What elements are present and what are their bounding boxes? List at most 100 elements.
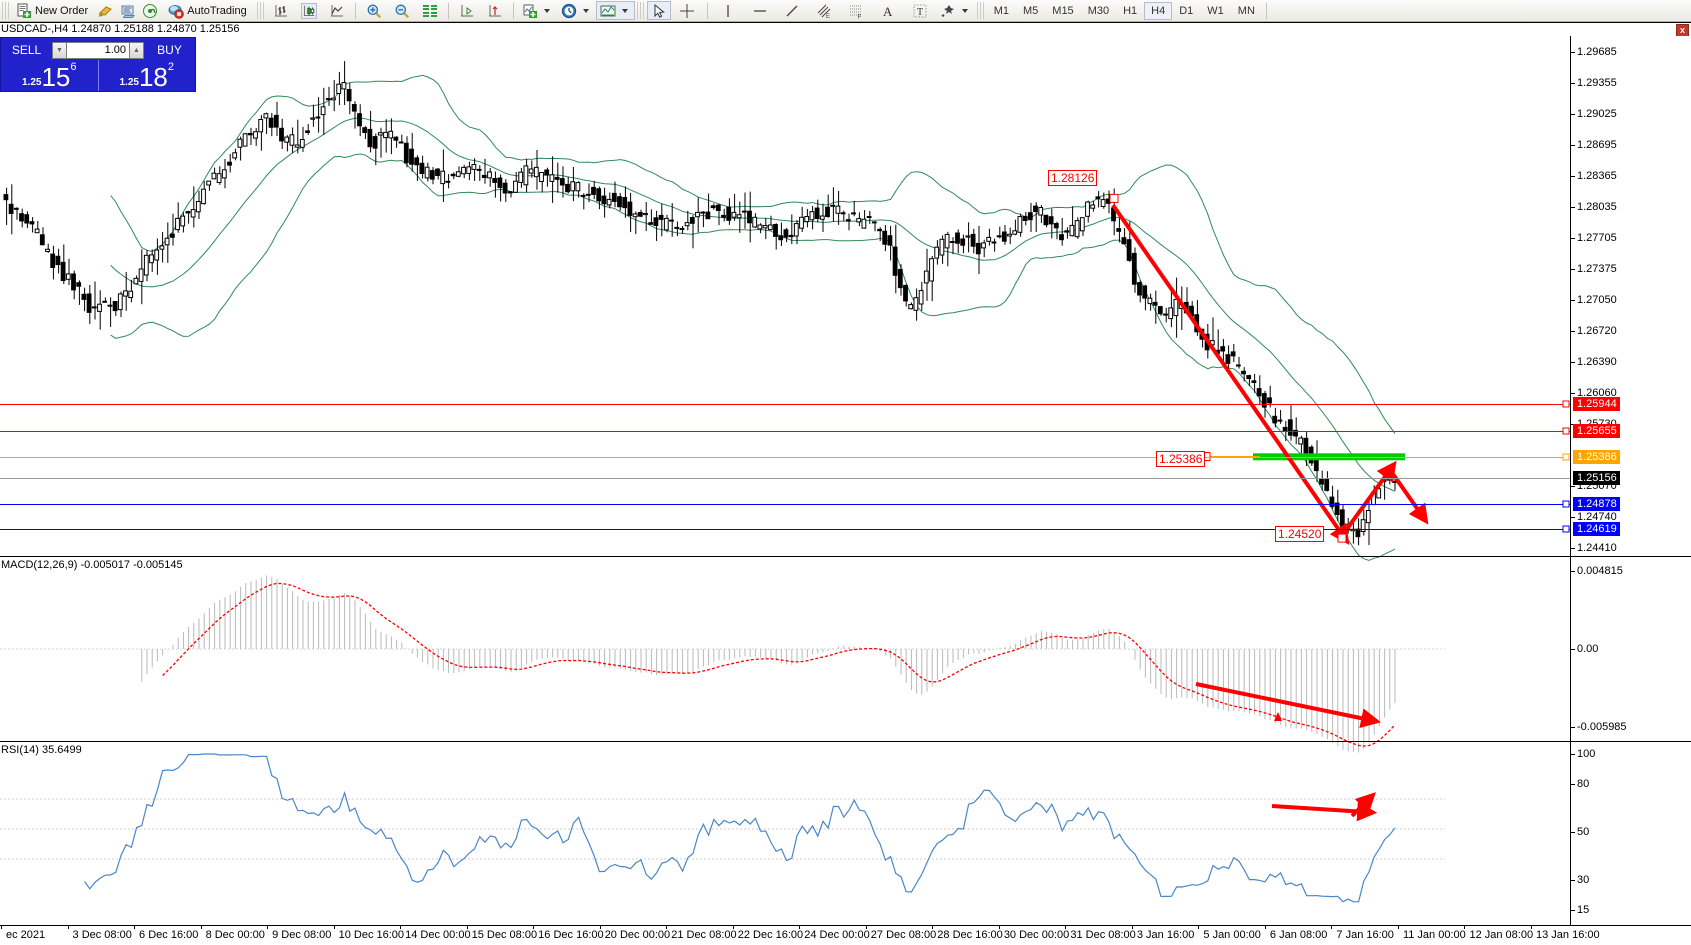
- price-tick: 1.29355: [1571, 76, 1617, 89]
- line-chart-icon[interactable]: [329, 3, 345, 19]
- volume-increase-icon[interactable]: ▲: [129, 41, 144, 59]
- time-tick: 6 Dec 16:00: [134, 925, 199, 941]
- text-label-icon[interactable]: T: [912, 3, 928, 19]
- time-tick: 9 Dec 08:00: [267, 925, 332, 941]
- price-tick: 1.29685: [1571, 45, 1617, 58]
- time-tick: 28 Dec 16:00: [932, 925, 1003, 941]
- buy-button[interactable]: BUY: [157, 43, 182, 57]
- buy-price[interactable]: 1.25 18 2: [99, 60, 196, 91]
- time-scale[interactable]: ec 2021 3 Dec 08:00 6 Dec 16:00 8 Dec 00:00…: [0, 925, 1691, 945]
- one-click-trading-panel[interactable]: SELL ▼ 1.00 ▲ BUY 1.25 15 6 1.25 18 2: [0, 37, 196, 92]
- price-level-line[interactable]: [0, 456, 1570, 458]
- price-tick: 1.28035: [1571, 200, 1617, 213]
- chart-shift-icon[interactable]: [487, 3, 503, 19]
- price-tick: 1.28365: [1571, 169, 1617, 182]
- price-level-label: 1.24619: [1573, 521, 1620, 536]
- shapes-chevron-down-icon[interactable]: [961, 8, 968, 13]
- timeframe-mn[interactable]: MN: [1237, 4, 1255, 17]
- expert-advisors-icon[interactable]: [142, 3, 158, 19]
- price-level-handle[interactable]: [1562, 400, 1570, 408]
- price-level-line[interactable]: [0, 478, 1570, 480]
- templates-button[interactable]: [595, 1, 635, 20]
- price-level-handle[interactable]: [1562, 427, 1570, 435]
- price-tick: 1.26390: [1571, 355, 1617, 368]
- price-level-line[interactable]: [0, 528, 1570, 530]
- timeframe-m1[interactable]: M1: [993, 4, 1009, 17]
- time-tick: 20 Dec 00:00: [599, 925, 671, 941]
- volume-input[interactable]: 1.00: [67, 41, 129, 59]
- time-tick: 21 Dec 08:00: [666, 925, 737, 941]
- low-annotation[interactable]: 1.24520: [1275, 526, 1325, 542]
- vertical-line-icon[interactable]: [720, 3, 736, 19]
- price-level-label: 1.25655: [1573, 424, 1620, 439]
- rsi-tick: 100: [1570, 748, 1596, 760]
- candlestick-icon[interactable]: [300, 2, 317, 19]
- toolbar-grip-2[interactable]: [256, 2, 264, 19]
- rsi-pane[interactable]: RSI(14) 35.6499 100 80 50 30 15: [0, 741, 1691, 926]
- price-level-line[interactable]: [0, 403, 1570, 405]
- autotrading-button[interactable]: AutoTrading: [164, 1, 251, 20]
- high-annotation[interactable]: 1.28126: [1048, 170, 1098, 186]
- time-tick: 3 Dec 08:00: [67, 925, 132, 941]
- price-tick: 1.24410: [1571, 542, 1617, 555]
- autotrading-label: AutoTrading: [187, 4, 247, 17]
- timeframe-h1[interactable]: H1: [1123, 4, 1138, 17]
- periods-button[interactable]: [557, 1, 596, 20]
- toolbar-grip[interactable]: [2, 2, 9, 19]
- terminal-icon[interactable]: [120, 3, 136, 19]
- timeframe-d1[interactable]: D1: [1179, 4, 1194, 17]
- metaeditor-icon[interactable]: [98, 3, 114, 19]
- time-tick: ec 2021: [0, 925, 46, 941]
- volume-decrease-icon[interactable]: ▼: [52, 41, 67, 59]
- shapes-tool[interactable]: [936, 1, 975, 20]
- sell-button[interactable]: SELL: [11, 43, 42, 57]
- time-tick: 14 Dec 00:00: [400, 925, 471, 941]
- rsi-tick: 80: [1570, 778, 1590, 790]
- timeframe-m15[interactable]: M15: [1052, 4, 1074, 17]
- tile-windows-icon[interactable]: [422, 3, 438, 19]
- new-order-button[interactable]: New Order: [12, 1, 92, 20]
- timeframe-m30[interactable]: M30: [1087, 4, 1110, 17]
- price-level-handle[interactable]: [1562, 525, 1570, 533]
- price-level-handle[interactable]: [1562, 453, 1570, 461]
- price-level-line[interactable]: [0, 504, 1570, 506]
- equidistant-channel-icon[interactable]: E: [816, 3, 832, 19]
- indicators-chevron-down-icon[interactable]: [543, 8, 550, 13]
- timeframe-m5[interactable]: M5: [1023, 4, 1039, 17]
- trendline-icon[interactable]: [784, 3, 800, 19]
- target-annotation[interactable]: 1.25386: [1156, 451, 1206, 467]
- time-tick: 15 Dec 08:00: [466, 925, 538, 941]
- macd-series: [0, 575, 1445, 753]
- sell-price[interactable]: 1.25 15 6: [1, 60, 99, 91]
- price-level-line[interactable]: [0, 431, 1570, 433]
- periods-chevron-down-icon[interactable]: [582, 8, 589, 13]
- toolbar-grip-3[interactable]: [636, 2, 644, 19]
- text-a-icon[interactable]: A: [880, 3, 896, 19]
- time-tick: 16 Dec 16:00: [533, 925, 604, 941]
- price-tick: 1.27050: [1571, 293, 1617, 306]
- macd-tick: -0.005985: [1571, 721, 1627, 733]
- zoom-in-icon[interactable]: [366, 3, 382, 19]
- volume-stepper[interactable]: ▼ 1.00 ▲: [52, 41, 144, 59]
- bar-chart-icon[interactable]: [273, 3, 289, 19]
- macd-scale: 0.004815 0.00 -0.005985: [1570, 557, 1691, 741]
- price-level-handle[interactable]: [1562, 500, 1570, 508]
- fibonacci-icon[interactable]: F: [848, 3, 864, 19]
- price-pane[interactable]: [0, 36, 1570, 561]
- time-tick: 3 Jan 16:00: [1131, 925, 1195, 941]
- zoom-out-icon[interactable]: [394, 3, 410, 19]
- cursor-tool[interactable]: [646, 1, 671, 20]
- crosshair-icon[interactable]: [679, 3, 695, 19]
- horizontal-line-icon[interactable]: [752, 3, 768, 19]
- macd-label: MACD(12,26,9) -0.005017 -0.005145: [1, 559, 183, 571]
- price-tick: 1.24740: [1571, 511, 1617, 524]
- main-toolbar: New Order AutoTrading: [0, 0, 1691, 22]
- timeframe-w1[interactable]: W1: [1207, 4, 1224, 17]
- auto-scroll-icon[interactable]: [459, 3, 475, 19]
- macd-pane[interactable]: MACD(12,26,9) -0.005017 -0.005145 0.0048…: [0, 556, 1691, 753]
- timeframe-h4[interactable]: H4: [1144, 1, 1173, 20]
- toolbar-grip-4[interactable]: [976, 2, 984, 19]
- price-series: [3, 61, 1429, 561]
- templates-chevron-down-icon[interactable]: [621, 8, 628, 13]
- indicators-button[interactable]: [518, 1, 557, 20]
